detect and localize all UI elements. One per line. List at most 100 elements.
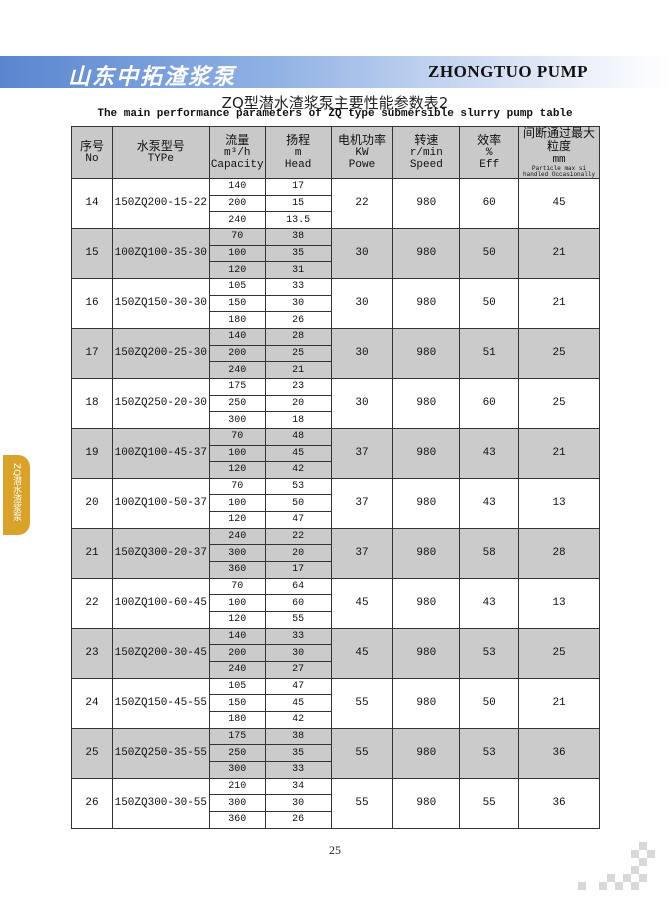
- cell-speed: 980: [392, 577, 461, 629]
- cell-capacity: 175: [208, 377, 266, 396]
- header-cn: 序号: [79, 138, 104, 153]
- cell-eff: 43: [459, 577, 520, 629]
- cell-eff: 50: [459, 277, 520, 329]
- cell-head: 31: [264, 261, 332, 279]
- table-row: 19 100ZQ100-45-37 70 48 37 980 43 21: [71, 427, 600, 479]
- cell-particle: 21: [518, 227, 600, 279]
- cell-speed: 980: [392, 477, 461, 529]
- header-unit: %: [485, 147, 493, 159]
- header-en: No: [85, 153, 99, 166]
- cell-speed: 980: [392, 677, 461, 729]
- cell-power: 30: [330, 377, 394, 429]
- cell-capacity: 240: [208, 211, 266, 229]
- cell-capacity: 70: [208, 427, 266, 446]
- cell-type: 150ZQ300-30-55: [111, 777, 210, 829]
- cell-eff: 43: [459, 427, 520, 479]
- cell-capacity: 120: [208, 261, 266, 279]
- table-row: 360 26: [72, 810, 600, 829]
- decor-square: [631, 882, 639, 890]
- cell-power: 37: [330, 527, 394, 579]
- header-cn: 效率: [477, 132, 502, 147]
- table-row: 300 30: [72, 794, 600, 812]
- column-header: 间断通过最大粒度 mm Particle max si handled Occasi…: [518, 126, 600, 179]
- header-banner: 山东中拓渣浆泵 ZHONGTUO PUMP: [0, 56, 670, 90]
- cell-no: 22: [71, 577, 113, 629]
- cell-capacity: 300: [208, 544, 266, 563]
- header-en: Capacity: [210, 159, 264, 172]
- cell-capacity: 210: [208, 777, 266, 796]
- cell-head: 33: [264, 277, 332, 296]
- cell-head: 50: [264, 494, 332, 513]
- table-row: 300 20: [72, 544, 600, 563]
- cell-head: 55: [264, 611, 332, 629]
- cell-type: 150ZQ150-30-30: [111, 277, 210, 329]
- cell-power: 30: [330, 277, 394, 329]
- header-unit: m: [294, 147, 302, 159]
- cell-type: 100ZQ100-60-45: [111, 577, 210, 629]
- cell-capacity: 105: [208, 677, 266, 696]
- table-row: 120 42: [72, 461, 600, 479]
- cell-capacity: 70: [208, 577, 266, 596]
- cell-head: 27: [264, 661, 332, 679]
- cell-no: 16: [71, 277, 113, 329]
- table-row: 120 55: [72, 611, 600, 629]
- cell-type: 100ZQ100-35-30: [111, 227, 210, 279]
- cell-head: 45: [264, 694, 332, 712]
- decor-square: [607, 874, 615, 882]
- cell-head: 30: [264, 794, 332, 812]
- cell-capacity: 200: [208, 194, 266, 213]
- cell-particle: 21: [518, 427, 600, 479]
- cell-head: 48: [264, 427, 332, 446]
- cell-type: 150ZQ200-15-22: [111, 178, 210, 229]
- cell-particle: 13: [518, 477, 600, 529]
- cell-capacity: 240: [208, 661, 266, 679]
- header-cn: 电机功率: [337, 132, 386, 147]
- header-en: TYPe: [147, 153, 175, 166]
- table-row: 17 150ZQ200-25-30 140 28 30 980 51 25: [71, 327, 600, 379]
- decor-square: [623, 874, 631, 882]
- cell-head: 30: [264, 644, 332, 663]
- table-row: 20 100ZQ100-50-37 70 53 37 980 43 13: [71, 477, 600, 529]
- cell-head: 25: [264, 344, 332, 363]
- cell-no: 18: [71, 377, 113, 429]
- table-row: 150 30: [72, 294, 600, 313]
- cell-capacity: 175: [208, 727, 266, 746]
- cell-head: 42: [264, 711, 332, 729]
- section-tab-label: ZQ潜水渣浆泵: [11, 463, 21, 522]
- table-row: 25 150ZQ250-35-55 175 38 55 980 53 36: [71, 727, 600, 779]
- cell-particle: 21: [518, 677, 600, 729]
- table-row: 240 27: [72, 661, 600, 679]
- cell-head: 64: [264, 577, 332, 596]
- cell-speed: 980: [392, 377, 461, 429]
- cell-power: 55: [330, 677, 394, 729]
- cell-no: 24: [71, 677, 113, 729]
- cell-speed: 980: [392, 227, 461, 279]
- cell-capacity: 140: [208, 627, 266, 646]
- cell-no: 15: [71, 227, 113, 279]
- table-row: 16 150ZQ150-30-30 105 33 30 980 50 21: [71, 277, 600, 329]
- column-header: 水泵型号 TYPe: [111, 126, 210, 179]
- cell-no: 23: [71, 627, 113, 679]
- cell-head: 53: [264, 477, 332, 496]
- table-row: 100 50: [72, 494, 600, 513]
- cell-particle: 21: [518, 277, 600, 329]
- cell-capacity: 200: [208, 344, 266, 363]
- cell-head: 30: [264, 294, 332, 313]
- brand-name-en: ZHONGTUO PUMP: [428, 62, 588, 81]
- decor-square: [639, 842, 647, 850]
- cell-head: 33: [264, 760, 332, 779]
- cell-head: 23: [264, 377, 332, 396]
- cell-capacity: 70: [208, 227, 266, 246]
- cell-no: 25: [71, 727, 113, 779]
- header-cn: 流量: [225, 132, 250, 147]
- decor-square: [631, 850, 639, 858]
- cell-head: 60: [264, 594, 332, 613]
- cell-head: 17: [264, 561, 332, 579]
- header-unit: m³/h: [224, 147, 251, 159]
- cell-head: 20: [264, 544, 332, 563]
- cell-no: 26: [71, 777, 113, 829]
- table-row: 200 25: [72, 344, 600, 363]
- cell-eff: 50: [459, 677, 520, 729]
- header-en: Speed: [409, 159, 443, 172]
- header-en: Particle max si handled Occasionally: [523, 164, 596, 178]
